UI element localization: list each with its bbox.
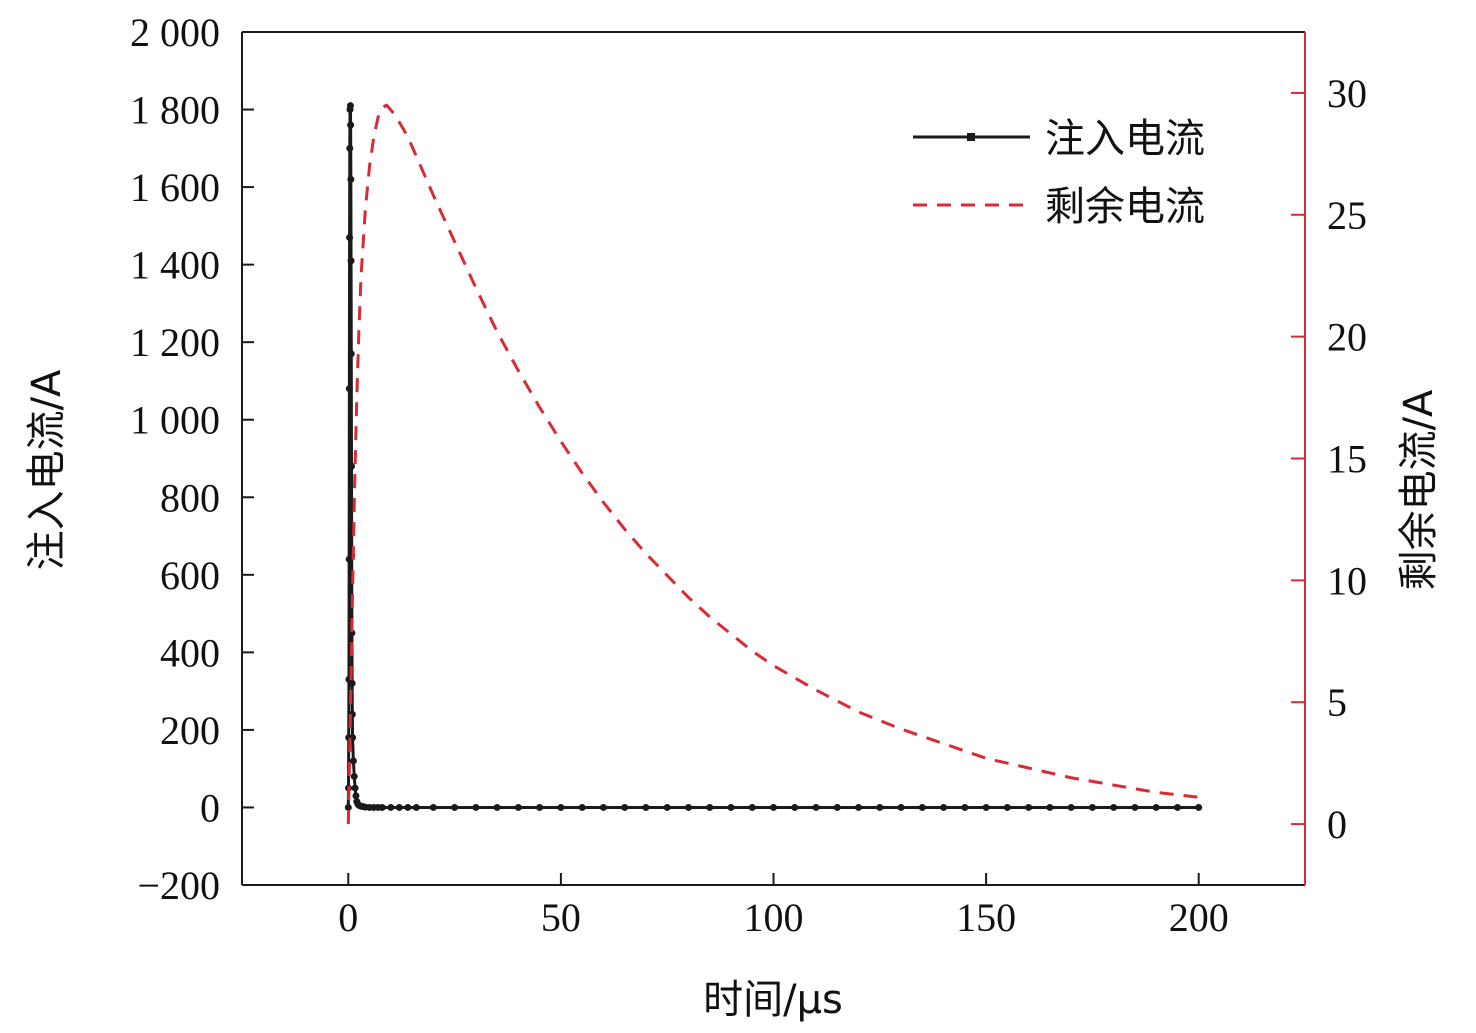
data-point-injected-current [347, 175, 355, 183]
data-point-injected-current [347, 257, 355, 265]
data-point-injected-current [1003, 803, 1011, 811]
data-point-injected-current [395, 803, 403, 811]
data-point-injected-current [578, 803, 586, 811]
data-point-injected-current [1067, 803, 1075, 811]
y-left-tick-label: 2 000 [130, 10, 220, 55]
y-axis-left-title: 注入电流/A [24, 369, 70, 570]
data-point-injected-current [748, 803, 756, 811]
y-left-tick-label: 600 [160, 553, 220, 598]
data-point-injected-current [345, 385, 353, 393]
legend-marker-injected-current [967, 133, 975, 141]
data-point-injected-current [918, 803, 926, 811]
data-point-injected-current [387, 803, 395, 811]
data-point-injected-current [727, 803, 735, 811]
data-point-injected-current [429, 803, 437, 811]
y-axis-right-ticks: 0 5 10 15 20 25 30 [1291, 71, 1367, 847]
data-point-injected-current [1131, 803, 1139, 811]
y-right-tick-label: 15 [1327, 437, 1367, 482]
y-right-tick-label: 30 [1327, 71, 1367, 116]
y-right-tick-label: 0 [1327, 802, 1347, 847]
y-right-tick-label: 5 [1327, 680, 1347, 725]
data-point-injected-current [347, 121, 355, 129]
data-point-injected-current [514, 803, 522, 811]
data-point-injected-current [1152, 803, 1160, 811]
data-point-injected-current [451, 803, 459, 811]
y-left-tick-label: 200 [160, 708, 220, 753]
data-point-injected-current [348, 629, 356, 637]
data-point-injected-current [346, 144, 354, 152]
y-left-tick-label: 1 000 [130, 398, 220, 443]
data-point-injected-current [599, 803, 607, 811]
x-axis-title: 时间/μs [703, 977, 843, 1023]
y-left-tick-label: 0 [200, 785, 220, 830]
y-left-tick-label: 800 [160, 475, 220, 520]
data-point-injected-current [876, 803, 884, 811]
data-point-injected-current [344, 803, 352, 811]
data-point-injected-current [1025, 803, 1033, 811]
legend-label-injected-current: 注入电流 [1045, 116, 1205, 162]
data-point-injected-current [770, 803, 777, 811]
data-point-injected-current [351, 784, 359, 792]
x-tick-label: 150 [956, 895, 1016, 940]
data-point-injected-current [982, 803, 990, 811]
data-point-injected-current [349, 757, 357, 765]
x-axis-ticks: 0 50 100 150 200 [338, 873, 1229, 940]
x-tick-label: 100 [744, 895, 804, 940]
y-left-tick-label: 1 400 [130, 243, 220, 288]
data-point-injected-current [1088, 803, 1096, 811]
data-point-injected-current [536, 803, 544, 811]
data-point-injected-current [621, 803, 629, 811]
y-right-tick-label: 20 [1327, 315, 1367, 360]
y-right-tick-label: 10 [1327, 558, 1367, 603]
data-point-injected-current [833, 803, 841, 811]
data-point-injected-current [557, 803, 565, 811]
data-point-injected-current [346, 234, 354, 241]
data-point-injected-current [940, 803, 948, 811]
data-point-injected-current [1173, 803, 1181, 811]
data-point-injected-current [791, 803, 799, 811]
y-axis-left-ticks: −200 0 200 400 600 800 1 000 1 200 1 400 1 600 1 8… [130, 10, 254, 908]
data-point-injected-current [1195, 803, 1203, 811]
data-point-injected-current [412, 803, 420, 811]
x-tick-label: 200 [1169, 895, 1229, 940]
plot-lines [344, 102, 1203, 825]
data-point-injected-current [346, 102, 354, 110]
data-point-injected-current [1110, 803, 1118, 811]
data-point-injected-current [706, 803, 714, 811]
data-point-injected-current [493, 803, 501, 811]
data-point-injected-current [642, 803, 650, 811]
data-point-injected-current [347, 350, 355, 358]
x-tick-label: 50 [541, 895, 581, 940]
data-point-injected-current [812, 803, 820, 811]
legend: 注入电流 剩余电流 [913, 116, 1205, 230]
data-point-injected-current [347, 462, 355, 470]
y-right-tick-label: 25 [1327, 193, 1367, 238]
data-point-injected-current [348, 679, 356, 687]
y-left-tick-label: −200 [137, 863, 220, 908]
data-point-injected-current [404, 803, 412, 811]
data-point-injected-current [663, 803, 671, 811]
data-point-injected-current [350, 772, 358, 780]
y-left-tick-label: 1 800 [130, 88, 220, 133]
data-point-injected-current [1046, 803, 1054, 811]
y-left-tick-label: 1 200 [130, 320, 220, 365]
data-point-injected-current [684, 803, 692, 811]
data-point-injected-current [352, 792, 360, 800]
data-point-injected-current [472, 803, 480, 811]
legend-label-residual-current: 剩余电流 [1045, 184, 1205, 230]
data-point-injected-current [378, 803, 386, 811]
series-line-residual-current [346, 103, 1199, 825]
x-tick-label: 0 [338, 895, 358, 940]
y-left-tick-label: 1 600 [130, 165, 220, 210]
data-point-injected-current [897, 803, 905, 811]
data-point-injected-current [855, 803, 863, 811]
y-left-tick-label: 400 [160, 630, 220, 675]
data-point-injected-current [961, 803, 969, 811]
y-axis-right-title: 剩余电流/A [1396, 389, 1442, 590]
